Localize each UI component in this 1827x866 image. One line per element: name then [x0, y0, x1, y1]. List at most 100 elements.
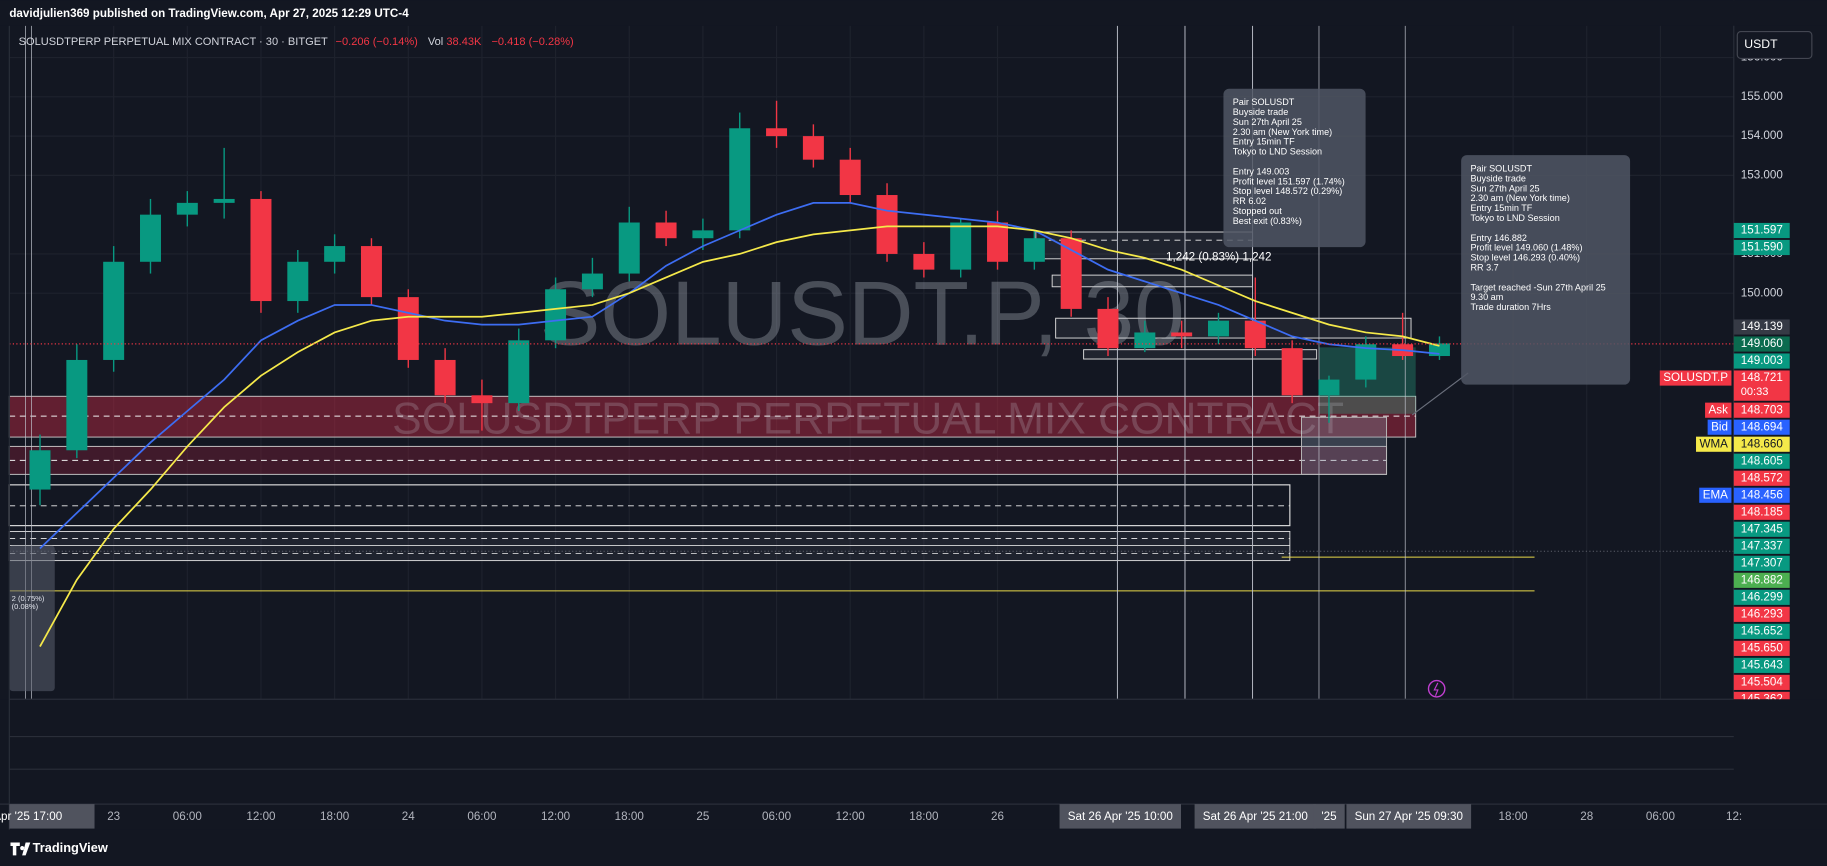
x-tick-label: 12:: [1726, 810, 1742, 823]
y-tick-label: 153.000: [1741, 168, 1784, 181]
price-tag-name: SOLUSDT.P: [1663, 371, 1728, 384]
footer: [0, 829, 1827, 866]
price-tag-label: 149.003: [1741, 354, 1783, 367]
x-tick-label: 12:00: [246, 810, 276, 823]
candle-body: [1023, 238, 1045, 262]
y-tick-label: 154.000: [1741, 129, 1784, 142]
alert-icon: [1427, 679, 1446, 698]
x-tick-label: 06:00: [173, 810, 203, 823]
price-tag: [1733, 336, 1790, 352]
candle-body: [434, 359, 456, 396]
x-tick-label: 12:00: [836, 810, 866, 823]
annotation-line: 9.30 am: [1470, 292, 1503, 302]
candle-body: [103, 261, 125, 360]
annotation-box: [1461, 155, 1631, 385]
price-tag-label: 148.605: [1741, 454, 1783, 467]
annotation-line: Profit level 149.060 (1.48%): [1470, 243, 1582, 253]
candle-body: [1318, 379, 1340, 396]
price-tag: [1733, 319, 1790, 335]
left-box-text: 2 (0.75%): [12, 594, 45, 603]
annotation-line: Entry 15min TF: [1233, 137, 1295, 147]
price-tag-label: 147.337: [1741, 539, 1783, 552]
annotation-line: 2.30 am (New York time): [1233, 127, 1332, 137]
zone: [8, 445, 1388, 475]
annotation-line: Target reached -Sun 27th April 25: [1470, 282, 1605, 292]
x-marker-label: '25: [1321, 810, 1336, 823]
price-tag: [1733, 436, 1790, 452]
annotation-line: Entry 15min TF: [1470, 203, 1532, 213]
ma-line: [39, 202, 1440, 550]
annotation-line: Pair SOLUSDT: [1233, 97, 1295, 107]
measure-label: 1,242 (0.83%) 1,242: [1166, 251, 1272, 264]
symbol-header: SOLUSDTPERP PERPETUAL MIX CONTRACT · 30 …: [19, 36, 574, 48]
volume: 38.43K: [446, 36, 482, 48]
price-tag-label: 147.307: [1741, 556, 1783, 569]
candle-body: [618, 222, 640, 274]
candle-body: [655, 222, 677, 239]
price-tag: [1733, 353, 1790, 369]
price-tag-label: 148.572: [1741, 471, 1783, 484]
candle-body: [397, 297, 419, 360]
price-tag-label: 149.060: [1741, 337, 1784, 350]
price-tag: [1733, 222, 1790, 239]
x-tick-label: 06:00: [762, 810, 792, 823]
price-tag-label: 146.293: [1741, 607, 1783, 620]
x-marker: [1059, 804, 1182, 829]
price-tag-name-box: [1705, 402, 1732, 418]
candle-body: [324, 246, 346, 262]
price-tag-label: 145.504: [1741, 675, 1784, 688]
candle-body: [508, 340, 530, 404]
price-tag: [1733, 572, 1790, 588]
price-tag: [1733, 239, 1790, 256]
top-bar: [0, 0, 1827, 26]
price-tags: 151.597 151.590 149.139 149.060 149.003 148.7…: [1659, 222, 1790, 707]
price-tag: [1733, 623, 1790, 639]
candle-body: [987, 222, 1009, 262]
currency-button-label[interactable]: USDT: [1744, 37, 1778, 51]
annotation-line: 2.30 am (New York time): [1470, 193, 1569, 203]
left-box: [9, 545, 55, 692]
zone: [8, 395, 1417, 438]
x-marker-label: Sat 26 Apr '25 21:00: [1203, 810, 1309, 823]
price-tag: [1733, 657, 1790, 673]
annotation-line: Best exit (0.83%): [1233, 216, 1302, 226]
candle-body: [692, 230, 714, 239]
x-marker: [1194, 804, 1317, 829]
x-marker-label: Sun 27 Apr '25 09:30: [1355, 810, 1464, 823]
candle-body: [66, 359, 88, 451]
y-tick-label: 150.000: [1741, 286, 1784, 299]
price-tag-name: Ask: [1709, 403, 1729, 416]
x-axis: 23 06:00 12:00 18:00 24 06:00 12:00 18:00 25 06:0…: [0, 804, 1742, 829]
annotation-line: RR 3.7: [1470, 263, 1498, 273]
annotation-line: Sun 27th April 25: [1470, 183, 1539, 193]
price-tag-countdown: 00:33: [1741, 386, 1769, 398]
annotation-line: RR 6.02: [1233, 196, 1266, 206]
ma-line: [39, 225, 1440, 647]
price-tag-label: 148.703: [1741, 403, 1783, 416]
price-tag-label: 151.597: [1741, 224, 1783, 237]
x-tick-label: 26: [991, 810, 1004, 823]
x-tick-label: 28: [1580, 810, 1593, 823]
currency-button[interactable]: [1736, 31, 1813, 59]
price-tag-label: 148.721: [1741, 371, 1783, 384]
candle-body: [287, 261, 309, 302]
zone: [1301, 416, 1388, 475]
price-tag-label: 148.185: [1741, 505, 1783, 518]
candle-body: [360, 246, 382, 298]
price-tag-name-box: [1707, 419, 1732, 435]
annotation-line: Entry 146.882: [1470, 233, 1527, 243]
price-tag-label: 145.643: [1741, 658, 1783, 671]
price-tag: [1733, 504, 1790, 520]
x-tick-label: 18:00: [909, 810, 939, 823]
candle-body: [1171, 332, 1193, 337]
x-tick-label: 18:00: [320, 810, 350, 823]
x-marker: [9, 804, 95, 829]
volume-change: −0.418 (−0.28%): [491, 36, 573, 48]
price-tag-name: Bid: [1711, 420, 1728, 433]
zone: [8, 530, 1291, 562]
left-box-text: (0.08%): [12, 602, 39, 611]
candle-body: [250, 198, 272, 302]
alert-icon: [1433, 682, 1439, 696]
brand: TradingView: [33, 840, 108, 855]
